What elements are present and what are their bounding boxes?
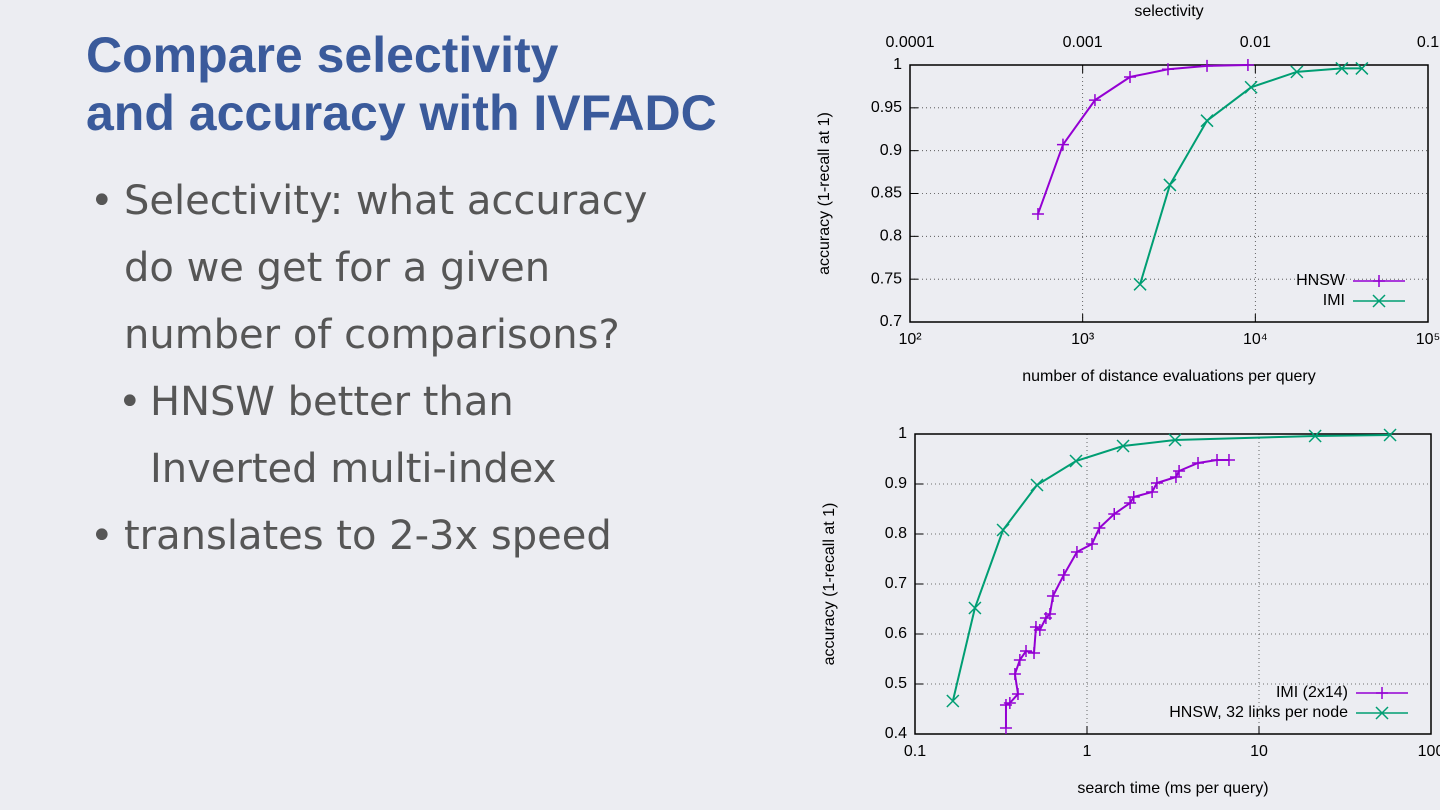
x-tick-label: 10⁵ (1416, 331, 1440, 348)
series-line (1004, 459, 1229, 728)
y-tick-label: 0.6 (885, 625, 907, 642)
plot-frame (914, 433, 1432, 735)
title-line: Compare selectivity (86, 27, 559, 83)
y-tick-label: 0.7 (885, 575, 907, 592)
data-point (1085, 538, 1098, 550)
data-point (1146, 486, 1159, 498)
y-tick-label: 0.9 (880, 142, 902, 159)
legend-marker (1372, 294, 1386, 308)
data-point (1200, 114, 1214, 128)
bullet: translates to 2-3x speed (90, 503, 680, 570)
legend-label: HNSW, 32 links per node (1169, 704, 1348, 721)
data-point (1383, 428, 1397, 442)
legend-label: IMI (1323, 292, 1345, 309)
data-point (1201, 59, 1214, 72)
data-point (1169, 471, 1182, 483)
data-point (1020, 645, 1033, 657)
data-point (1127, 491, 1140, 503)
series-line (1037, 64, 1248, 215)
data-point (1290, 65, 1304, 79)
data-point (1011, 688, 1024, 700)
bullet-list: Selectivity: what accuracy do we get for… (90, 168, 680, 570)
y-tick-label: 0.8 (880, 228, 902, 245)
data-point (1308, 429, 1322, 443)
data-point (968, 601, 982, 615)
data-point (1163, 178, 1177, 192)
data-point (1030, 478, 1044, 492)
legend-label: IMI (2x14) (1276, 684, 1348, 701)
data-point (946, 694, 960, 708)
legend-marker (1373, 275, 1385, 287)
data-point (1161, 63, 1174, 76)
y-tick-label: 1 (893, 56, 902, 73)
data-point (1133, 277, 1147, 291)
data-point (996, 523, 1010, 537)
data-point (1093, 522, 1106, 534)
data-point (1031, 208, 1044, 221)
x-tick-label: 1 (1083, 743, 1092, 760)
data-point (1056, 138, 1069, 151)
data-point (1043, 608, 1056, 620)
data-point (1046, 590, 1059, 602)
y-tick-label: 0.9 (885, 475, 907, 492)
series-line (1139, 67, 1362, 285)
data-point (1335, 61, 1349, 75)
bullet: Selectivity: what accuracy do we get for… (90, 168, 680, 369)
y-tick-label: 1 (898, 425, 907, 442)
x-tick-label: 100 (1418, 743, 1440, 760)
data-point (1168, 433, 1182, 447)
data-point (1033, 624, 1046, 636)
plot-frame (909, 64, 1429, 323)
y-tick-label: 0.7 (880, 313, 902, 330)
y-tick-label: 0.95 (871, 99, 902, 116)
x-axis-label: number of distance evaluations per query (1022, 368, 1316, 385)
x2-tick-label: 0.01 (1240, 34, 1271, 51)
legend-label: HNSW (1296, 272, 1346, 289)
y-tick-label: 0.8 (885, 525, 907, 542)
data-point (1013, 654, 1026, 666)
slide-title: Compare selectivity and accuracy with IVF… (86, 26, 717, 142)
data-point (1241, 59, 1254, 71)
y-tick-label: 0.75 (871, 270, 902, 287)
x2-tick-label: 0.0001 (886, 34, 935, 51)
data-point (1150, 477, 1163, 489)
x2-axis-label: selectivity (1134, 3, 1203, 20)
y-tick-label: 0.85 (871, 185, 902, 202)
y-tick-label: 0.5 (885, 675, 907, 692)
y-axis-label: accuracy (1-recall at 1) (821, 503, 838, 666)
x2-tick-label: 0.001 (1063, 34, 1103, 51)
x-tick-label: 0.1 (904, 743, 926, 760)
data-point (1008, 668, 1021, 680)
legend-marker (1375, 706, 1389, 720)
data-point (1116, 439, 1130, 453)
y-tick-label: 0.4 (885, 725, 907, 742)
data-point (999, 722, 1012, 734)
data-point (1108, 508, 1121, 520)
data-point (1070, 546, 1083, 558)
x2-tick-label: 0.1 (1417, 34, 1439, 51)
data-point (1211, 454, 1224, 466)
title-line: and accuracy with IVFADC (86, 85, 717, 141)
y-axis-label: accuracy (1-recall at 1) (816, 112, 833, 275)
data-point (1124, 70, 1136, 83)
x-axis-label: search time (ms per query) (1077, 780, 1268, 797)
x-tick-label: 10⁴ (1243, 331, 1268, 348)
data-point (1355, 61, 1369, 75)
data-point (1057, 569, 1070, 581)
x-tick-label: 10 (1250, 743, 1268, 760)
data-point (1173, 465, 1186, 477)
data-point (1028, 647, 1041, 659)
data-point (1069, 454, 1083, 468)
data-point (1192, 457, 1205, 469)
data-point (1003, 697, 1016, 709)
data-point (1244, 80, 1258, 94)
x-tick-label: 10² (898, 331, 922, 348)
data-point (1088, 94, 1101, 107)
legend-marker (1376, 687, 1388, 699)
data-point (1222, 454, 1235, 466)
x-tick-label: 10³ (1071, 331, 1095, 348)
sub-bullet: HNSW better than Inverted multi-index (90, 369, 680, 503)
